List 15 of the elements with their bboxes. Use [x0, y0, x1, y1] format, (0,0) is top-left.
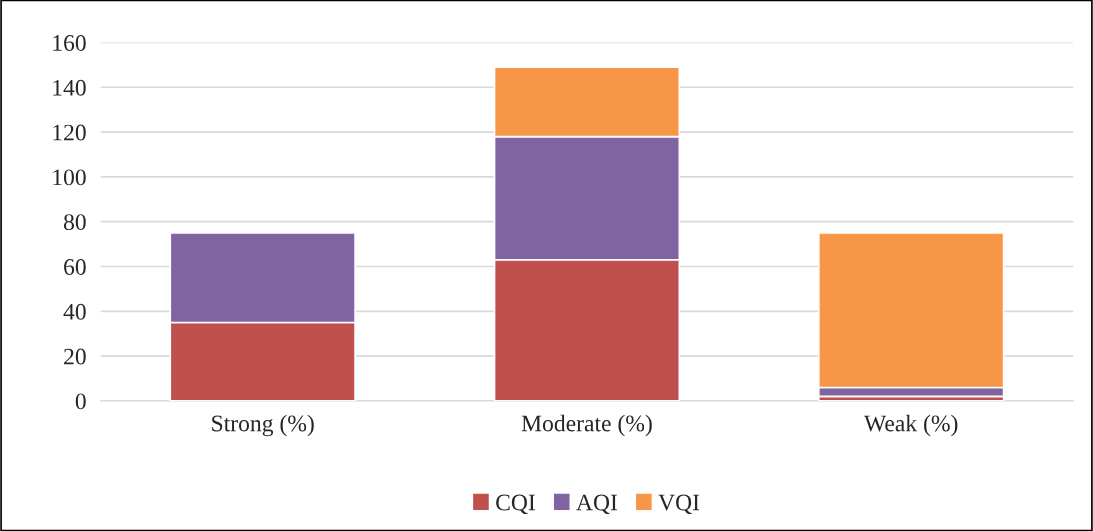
x-tick-label: Strong (%) [212, 414, 314, 437]
x-tick-label: Weak (%) [863, 414, 958, 437]
y-tick-label: 120 [53, 124, 86, 141]
legend-label: AQI [576, 494, 618, 515]
y-tick-label: 40 [63, 303, 86, 320]
x-tick-label: Moderate (%) [521, 414, 652, 437]
y-tick-label: 20 [64, 348, 86, 365]
y-tick-label: 80 [63, 214, 86, 231]
y-tick-label: 0 [75, 393, 86, 410]
legend-label: VQI [658, 494, 700, 515]
y-tick-label: 140 [53, 79, 86, 96]
y-tick-label: 100 [53, 169, 86, 186]
y-tick-label: 60 [64, 258, 86, 275]
legend-label: CQI [496, 494, 535, 515]
y-tick-label: 160 [53, 34, 86, 51]
